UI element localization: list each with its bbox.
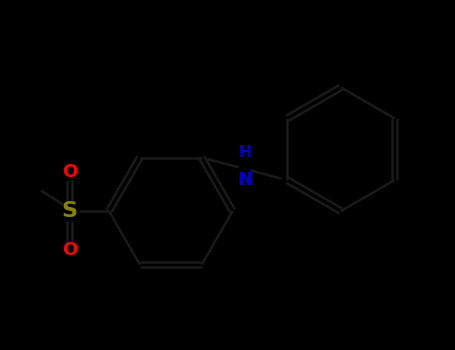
Text: S: S xyxy=(62,201,78,221)
Text: N: N xyxy=(237,171,252,189)
Text: O: O xyxy=(62,163,77,181)
Text: H: H xyxy=(238,145,251,160)
Text: O: O xyxy=(62,241,77,259)
